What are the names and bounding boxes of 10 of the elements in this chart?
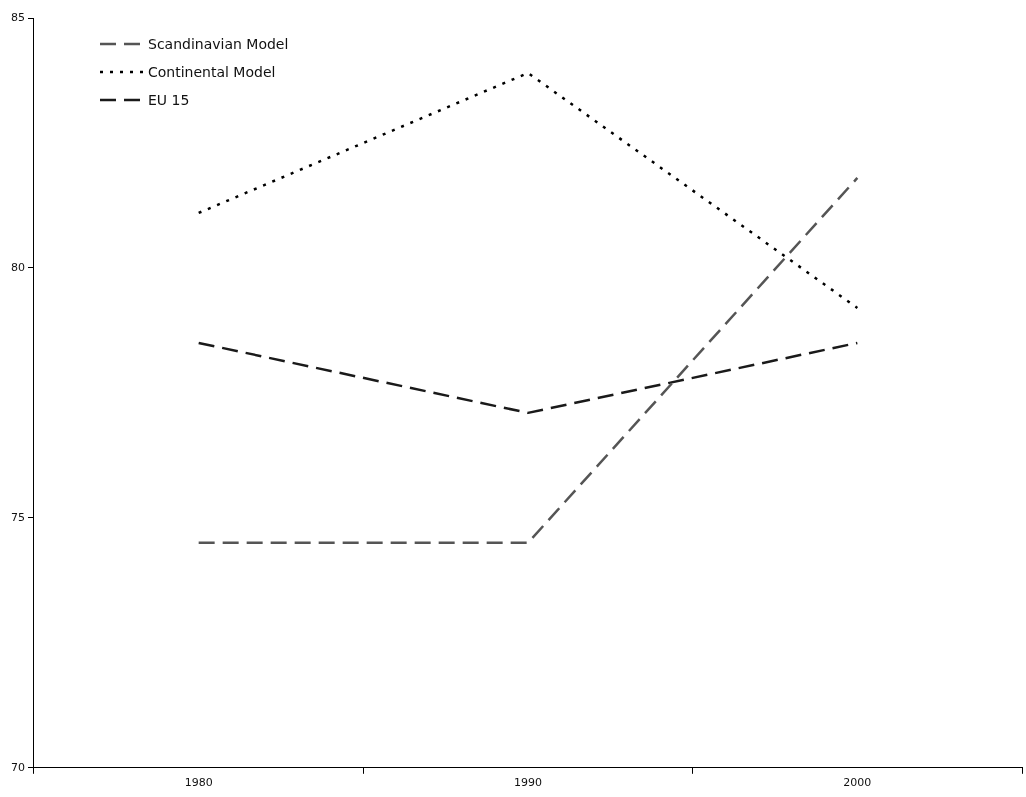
legend-label: Continental Model [148, 64, 276, 80]
x-tick-label: 1980 [184, 776, 213, 790]
y-tick-label: 75 [11, 510, 25, 524]
legend-label: EU 15 [148, 92, 190, 108]
y-tick-label: 80 [11, 260, 25, 274]
x-tick-label: 2000 [843, 776, 872, 790]
legend-label: Scandinavian Model [148, 36, 289, 52]
y-tick-label: 85 [11, 10, 25, 24]
y-tick-label: 70 [11, 760, 25, 774]
x-tick-label: 1990 [514, 776, 542, 790]
